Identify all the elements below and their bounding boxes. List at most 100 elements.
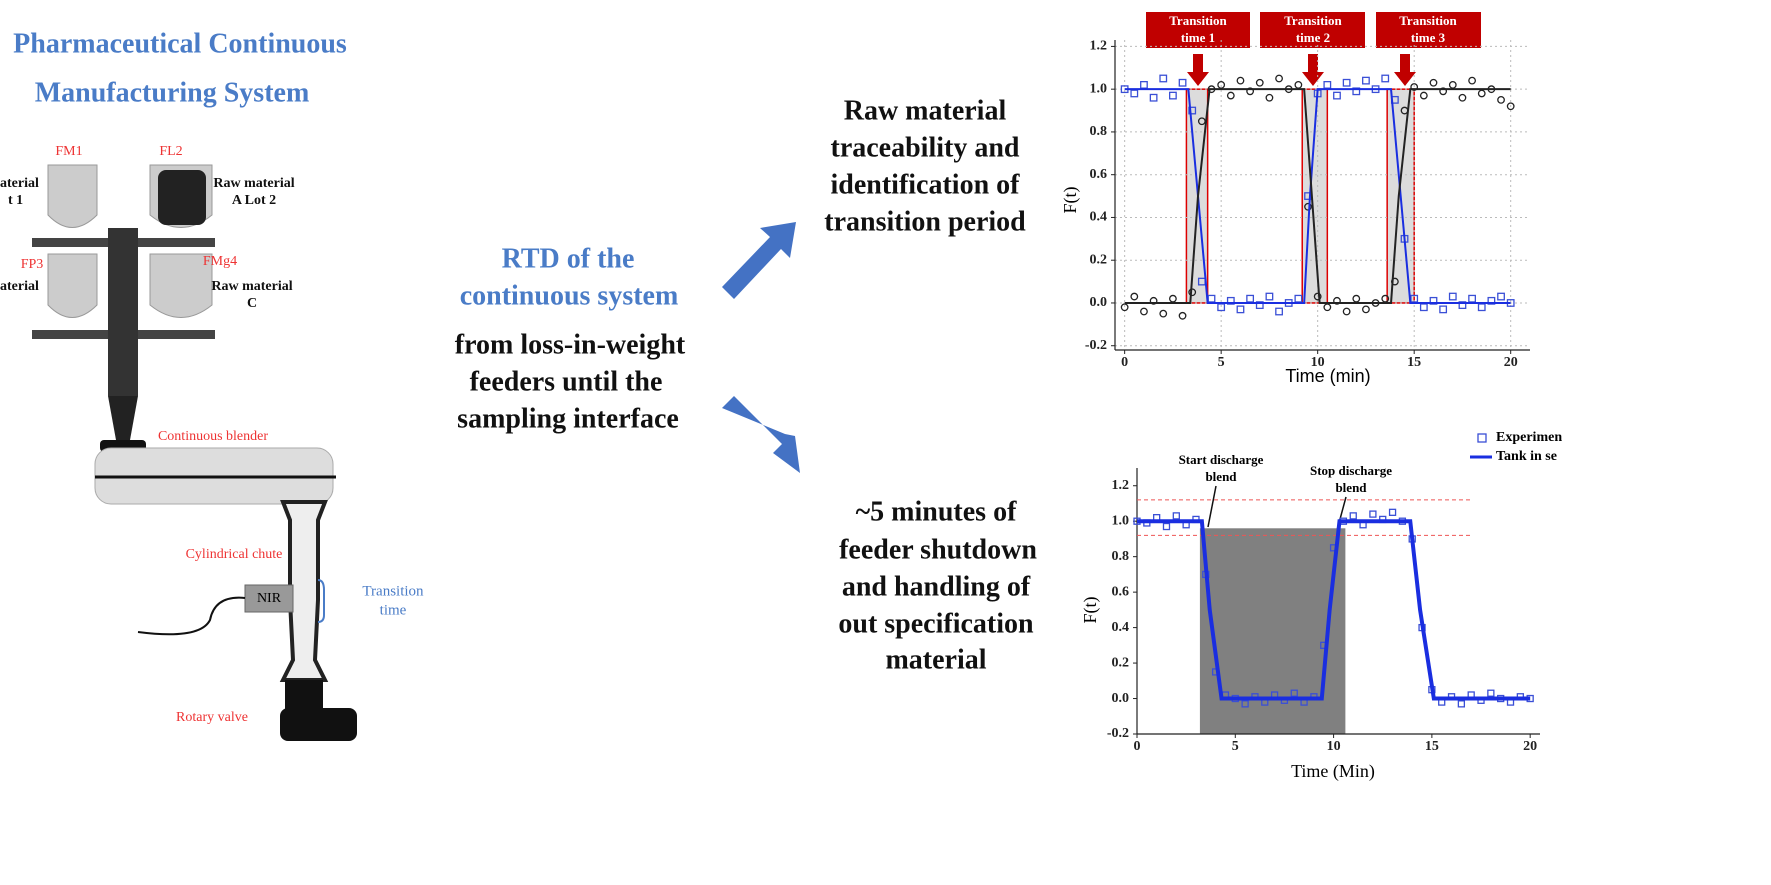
y-tick-label: 0.2 — [1112, 655, 1130, 670]
material-label: Raw material — [211, 279, 292, 294]
y-tick-label: 0.0 — [1090, 295, 1108, 310]
x-tick-label: 0 — [1134, 739, 1141, 754]
legend-marker — [1477, 433, 1487, 443]
rtd-scope: sampling interface — [457, 403, 679, 434]
y-tick-label: 0.0 — [1112, 691, 1130, 706]
system-title: Pharmaceutical Continuous — [13, 28, 347, 59]
rtd-title: continuous system — [460, 280, 679, 311]
data-point — [1429, 78, 1438, 87]
data-point — [1369, 510, 1377, 518]
y-axis-label: F(t) — [1080, 596, 1101, 623]
data-point — [1457, 700, 1466, 708]
x-tick-label: 5 — [1232, 739, 1239, 754]
rtd-scope: feeders until the — [470, 366, 663, 397]
rtd-title: RTD of the — [502, 243, 635, 274]
data-point — [1487, 296, 1496, 305]
data-point — [1130, 89, 1139, 98]
rtd-scope: from loss-in-weight — [455, 329, 686, 360]
data-point — [1140, 80, 1148, 89]
y-tick-label: 0.4 — [1112, 620, 1130, 635]
annotation: time 1 — [1181, 30, 1215, 45]
outcome-text: transition period — [824, 206, 1026, 237]
data-point — [1410, 83, 1419, 91]
y-tick-label: 1.0 — [1112, 513, 1130, 528]
data-point — [1439, 305, 1448, 314]
feeder-label: FMg4 — [203, 254, 237, 269]
data-point — [1246, 87, 1255, 96]
outcome-text: and handling of — [842, 571, 1031, 602]
data-point — [1448, 292, 1457, 301]
y-tick-label: 1.2 — [1112, 478, 1130, 493]
material-label: C — [247, 296, 257, 311]
data-point — [1352, 87, 1361, 96]
x-axis-label: Time (Min) — [1291, 761, 1375, 782]
feeder-label: FM1 — [55, 144, 82, 159]
arrow — [722, 396, 800, 473]
data-point — [1140, 307, 1148, 316]
data-point — [1226, 91, 1235, 100]
material-label: A Lot 2 — [232, 193, 276, 208]
model-line — [1137, 519, 1531, 701]
outcome-text: feeder shutdown — [839, 534, 1037, 565]
data-point — [1468, 294, 1476, 303]
data-point — [1255, 78, 1264, 87]
x-axis-label: Time (min) — [1285, 366, 1370, 386]
y-tick-label: 0.6 — [1112, 584, 1130, 599]
annotation: Transition — [1399, 13, 1457, 28]
data-point — [1217, 80, 1226, 89]
data-point — [1275, 307, 1283, 316]
transition-callouts — [1146, 12, 1481, 86]
data-point — [1169, 294, 1177, 303]
data-point — [1120, 303, 1129, 312]
x-tick-label: 15 — [1425, 739, 1439, 754]
y-tick-label: 0.6 — [1090, 167, 1108, 182]
y-tick-label: 0.4 — [1090, 210, 1108, 225]
data-point — [1419, 303, 1428, 312]
data-point — [1265, 292, 1274, 301]
data-point — [1323, 80, 1332, 89]
annotation: Transition — [1284, 13, 1342, 28]
data-point — [1323, 303, 1332, 312]
legend-label: Experimen — [1496, 430, 1562, 445]
annotation: blend — [1335, 480, 1367, 495]
y-tick-label: -0.2 — [1085, 338, 1107, 353]
data-point — [1313, 292, 1322, 301]
y-tick-label: 0.8 — [1090, 124, 1108, 139]
data-point — [1207, 294, 1216, 303]
outcome-text: identification of — [831, 169, 1021, 200]
data-point — [1342, 78, 1351, 87]
data-point — [1178, 78, 1187, 87]
feeder-label: FP3 — [21, 257, 44, 272]
x-tick-label: 20 — [1523, 739, 1537, 754]
data-point — [1362, 76, 1370, 85]
y-axis-label: F(t) — [1060, 186, 1081, 213]
data-point — [1468, 76, 1476, 85]
x-tick-label: 5 — [1218, 355, 1225, 370]
data-point — [1458, 93, 1467, 102]
data-point — [1458, 301, 1467, 310]
annotation: time 3 — [1411, 30, 1446, 45]
chute-label: Cylindrical chute — [186, 547, 283, 562]
data-point — [1362, 305, 1370, 314]
x-tick-label: 20 — [1504, 355, 1518, 370]
outcome-text: traceability and — [831, 132, 1020, 163]
data-point — [1381, 74, 1390, 83]
data-point — [1381, 294, 1390, 303]
legend-label: Tank in se — [1496, 449, 1557, 464]
valve-label: Rotary valve — [176, 710, 248, 725]
data-point — [1487, 689, 1495, 697]
outcome-text: material — [885, 644, 986, 675]
transition-label: time — [380, 602, 407, 618]
y-tick-label: -0.2 — [1107, 726, 1129, 741]
annotation-arrow — [1207, 485, 1217, 528]
data-point — [1506, 102, 1515, 111]
y-tick-label: 1.2 — [1090, 39, 1108, 54]
x-tick-label: 15 — [1407, 355, 1421, 370]
data-point — [1349, 512, 1357, 520]
data-point — [1333, 91, 1341, 100]
data-point — [1448, 80, 1457, 89]
model-line — [1124, 88, 1511, 304]
data-point — [1388, 508, 1397, 516]
data-point — [1275, 74, 1283, 83]
data-point — [1178, 311, 1187, 320]
